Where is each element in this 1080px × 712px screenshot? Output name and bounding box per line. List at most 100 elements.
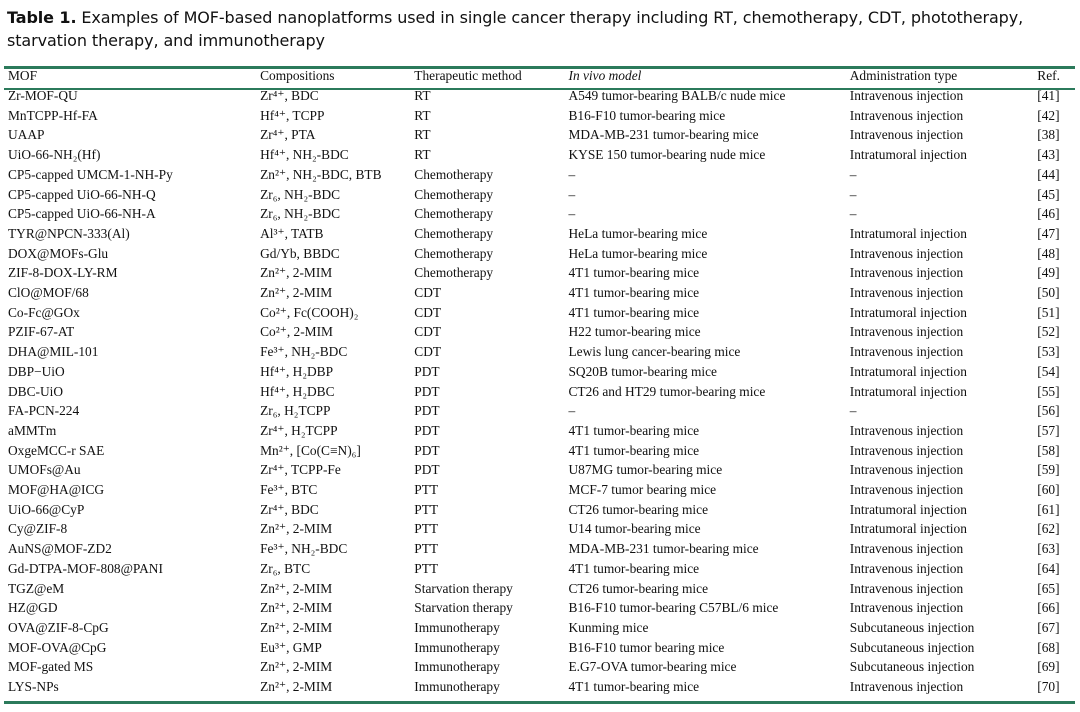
composition-cell: Fe³⁺, BTC: [260, 482, 318, 498]
in-vivo-model-cell: –: [568, 403, 576, 419]
table-row: TGZ@eM Zn²⁺, 2-MIM Starvation therapy CT26 …: [4, 579, 1075, 599]
column-header-in-vivo-model: In vivo model: [568, 68, 642, 83]
in-vivo-model-cell: 4T1 tumor-bearing mice: [568, 304, 700, 320]
composition-cell: Fe³⁺, NH₂-BDC: [260, 541, 348, 557]
therapeutic-method-cell: Starvation therapy: [414, 580, 513, 596]
therapeutic-method-cell: Immunotherapy: [414, 659, 500, 675]
reference-cell: [44]: [1037, 166, 1060, 182]
mof-name-cell: DBP−UiO: [8, 363, 65, 379]
therapeutic-method-cell: Chemotherapy: [414, 186, 494, 202]
administration-type-cell: Intravenous injection: [849, 265, 964, 281]
table-caption: Table 1. Examples of MOF-based nanoplatf…: [7, 6, 1073, 52]
administration-type-cell: Intravenous injection: [849, 88, 964, 103]
mof-name-cell: CP5-capped UiO-66-NH-A: [8, 206, 156, 222]
in-vivo-model-cell: –: [568, 166, 576, 182]
therapeutic-method-cell: PTT: [414, 541, 439, 557]
administration-type-cell: Intratumoral injection: [849, 147, 967, 163]
therapeutic-method-cell: Immunotherapy: [414, 639, 500, 655]
reference-cell: [54]: [1037, 363, 1060, 379]
mof-name-cell: Co-Fc@GOx: [8, 304, 80, 320]
in-vivo-model-cell: HeLa tumor-bearing mice: [568, 225, 708, 241]
reference-cell: [55]: [1037, 383, 1060, 399]
mof-name-cell: LYS-NPs: [8, 679, 59, 695]
reference-cell: [43]: [1037, 147, 1060, 163]
table-row: FA-PCN-224 Zr₆, H₂TCPP PDT – – [56]: [4, 401, 1075, 421]
in-vivo-model-cell: CT26 and HT29 tumor-bearing mice: [568, 383, 766, 399]
in-vivo-model-cell: MDA-MB-231 tumor-bearing mice: [568, 541, 759, 557]
reference-cell: [50]: [1037, 285, 1060, 301]
table-row: CP5-capped UMCM-1-NH-Py Zn²⁺, NH₂-BDC, BT…: [4, 165, 1075, 185]
mof-name-cell: FA-PCN-224: [8, 403, 80, 419]
mof-name-cell: Cy@ZIF-8: [8, 521, 68, 537]
reference-cell: [66]: [1037, 600, 1060, 616]
reference-cell: [49]: [1037, 265, 1060, 281]
composition-cell: Fe³⁺, NH₂-BDC: [260, 344, 348, 360]
administration-type-cell: Intravenous injection: [849, 344, 964, 360]
table-row: aMMTm Zr⁴⁺, H₂TCPP PDT 4T1 tumor-bearing mi…: [4, 421, 1075, 441]
reference-cell: [57]: [1037, 422, 1060, 438]
mof-name-cell: MOF-OVA@CpG: [8, 639, 107, 655]
in-vivo-model-cell: B16-F10 tumor bearing mice: [568, 639, 725, 655]
reference-cell: [56]: [1037, 403, 1060, 419]
reference-cell: [69]: [1037, 659, 1060, 675]
composition-cell: Zr⁴⁺, PTA: [260, 127, 316, 143]
composition-cell: Zn²⁺, 2-MIM: [260, 580, 333, 596]
administration-type-cell: Intravenous injection: [849, 580, 964, 596]
reference-cell: [45]: [1037, 186, 1060, 202]
in-vivo-model-cell: 4T1 tumor-bearing mice: [568, 679, 700, 695]
mof-name-cell: ZIF-8-DOX-LY-RM: [8, 265, 118, 281]
composition-cell: Hf⁴⁺, H₂DBP: [260, 363, 334, 379]
in-vivo-model-cell: 4T1 tumor-bearing mice: [568, 265, 700, 281]
mof-name-cell: MOF@HA@ICG: [8, 482, 105, 498]
therapeutic-method-cell: Immunotherapy: [414, 679, 500, 695]
reference-cell: [65]: [1037, 580, 1060, 596]
mof-name-cell: UMOFs@Au: [8, 462, 81, 478]
in-vivo-model-cell: H22 tumor-bearing mice: [568, 324, 701, 340]
therapeutic-method-cell: PDT: [414, 422, 440, 438]
in-vivo-model-cell: U87MG tumor-bearing mice: [568, 462, 723, 478]
composition-cell: Zr₆, NH₂-BDC: [260, 206, 341, 222]
therapeutic-method-cell: PDT: [414, 383, 440, 399]
table-row: UMOFs@Au Zr⁴⁺, TCPP-Fe PDT U87MG tumor-bear…: [4, 460, 1075, 480]
table-row: Cy@ZIF-8 Zn²⁺, 2-MIM PTT U14 tumor-bearing …: [4, 519, 1075, 539]
bottom-rule: [4, 701, 1075, 704]
reference-cell: [63]: [1037, 541, 1060, 557]
composition-cell: Eu³⁺, GMP: [260, 639, 322, 655]
reference-cell: [38]: [1037, 127, 1060, 143]
reference-cell: [41]: [1037, 88, 1060, 103]
mof-name-cell: MnTCPP-Hf-FA: [8, 107, 98, 123]
in-vivo-model-cell: 4T1 tumor-bearing mice: [568, 422, 700, 438]
administration-type-cell: –: [849, 403, 857, 419]
in-vivo-model-cell: B16-F10 tumor-bearing mice: [568, 107, 726, 123]
composition-cell: Hf⁴⁺, H₂DBC: [260, 383, 335, 399]
mof-name-cell: DHA@MIL-101: [8, 344, 99, 360]
table-row: Gd-DTPA-MOF-808@PANI Zr₆, BTC PTT 4T1 tumor…: [4, 559, 1075, 579]
table-row: DBC-UiO Hf⁴⁺, H₂DBC PDT CT26 and HT29 tumor…: [4, 382, 1075, 402]
therapeutic-method-cell: RT: [414, 88, 431, 103]
administration-type-cell: Intratumoral injection: [849, 225, 967, 241]
column-header-compositions: Compositions: [260, 68, 335, 83]
table-row: DOX@MOFs-Glu Gd/Yb, BBDC Chemotherapy HeLa …: [4, 244, 1075, 264]
therapeutic-method-cell: RT: [414, 147, 431, 163]
mof-name-cell: UiO-66@CyP: [8, 501, 85, 517]
administration-type-cell: Intratumoral injection: [849, 521, 967, 537]
composition-cell: Zr⁴⁺, H₂TCPP: [260, 422, 338, 438]
in-vivo-model-cell: SQ20B tumor-bearing mice: [568, 363, 717, 379]
table-row: PZIF-67-AT Co²⁺, 2-MIM CDT H22 tumor-bearin…: [4, 322, 1075, 342]
composition-cell: Zn²⁺, 2-MIM: [260, 600, 333, 616]
in-vivo-model-cell: –: [568, 206, 576, 222]
in-vivo-model-cell: MDA-MB-231 tumor-bearing mice: [568, 127, 759, 143]
reference-cell: [67]: [1037, 619, 1060, 635]
mof-name-cell: CP5-capped UiO-66-NH-Q: [8, 186, 156, 202]
administration-type-cell: –: [849, 186, 857, 202]
therapeutic-method-cell: PDT: [414, 403, 440, 419]
reference-cell: [62]: [1037, 521, 1060, 537]
composition-cell: Mn²⁺, [Co(C≡N)₆]: [260, 442, 361, 458]
administration-type-cell: Subcutaneous injection: [849, 619, 975, 635]
in-vivo-model-cell: KYSE 150 tumor-bearing nude mice: [568, 147, 766, 163]
in-vivo-model-cell: –: [568, 186, 576, 202]
mof-name-cell: CP5-capped UMCM-1-NH-Py: [8, 166, 173, 182]
administration-type-cell: Intratumoral injection: [849, 383, 967, 399]
table-row: ZIF-8-DOX-LY-RM Zn²⁺, 2-MIM Chemotherapy 4T…: [4, 263, 1075, 283]
column-header-mof: MOF: [8, 68, 38, 83]
